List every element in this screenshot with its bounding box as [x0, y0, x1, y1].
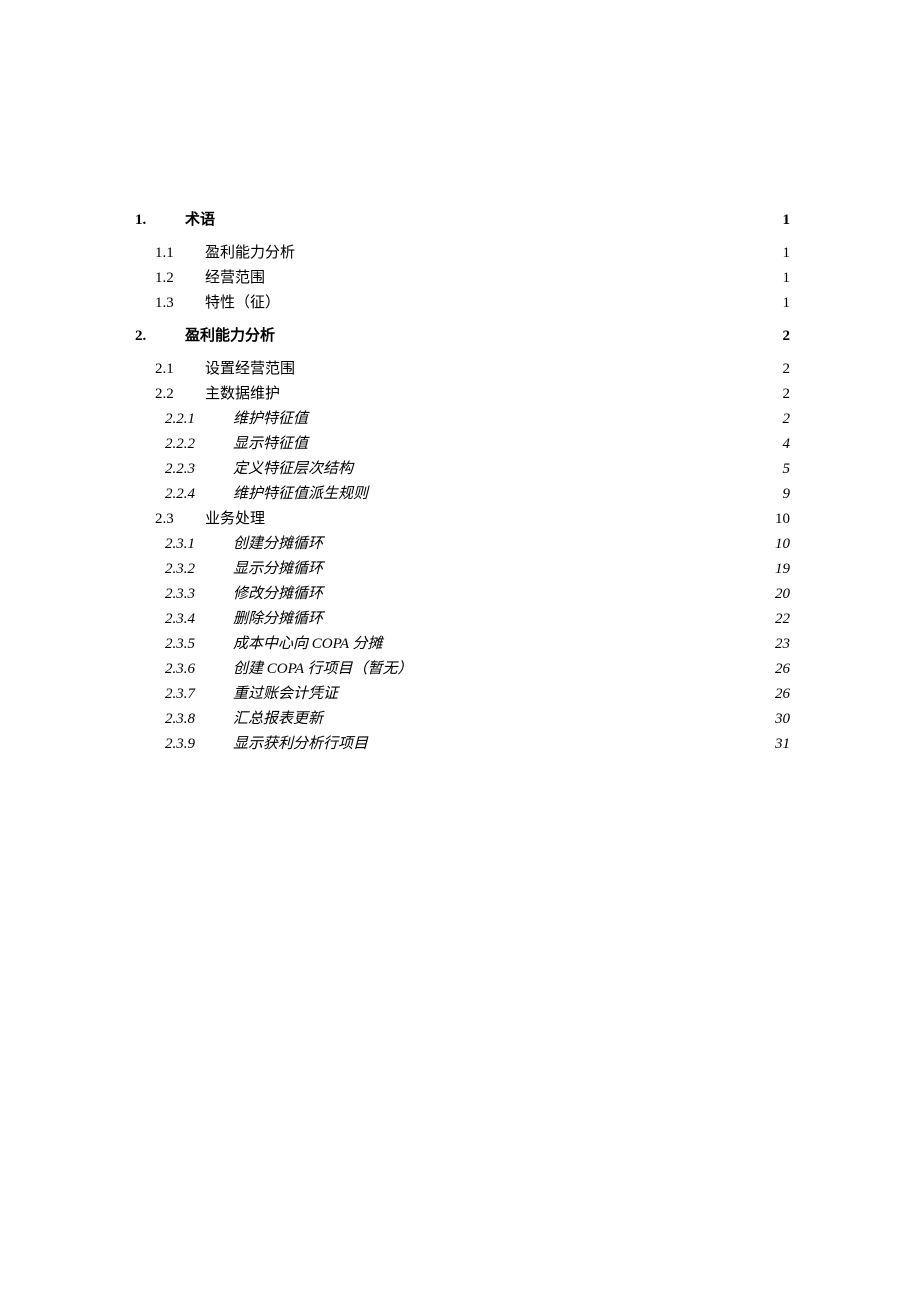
toc-page-number: 5 [778, 457, 790, 482]
toc-page-number: 19 [775, 557, 790, 582]
toc-page-number: 2 [778, 357, 790, 382]
toc-entry[interactable]: 2.1设置经营范围 2 [155, 357, 790, 382]
toc-title: 创建 COPA 行项目（暂无） [233, 657, 412, 682]
toc-entry[interactable]: 2.3.6创建 COPA 行项目（暂无） 26 [165, 657, 790, 682]
toc-entry[interactable]: 2.3.2显示分摊循环 19 [165, 557, 790, 582]
toc-title: 定义特征层次结构 [233, 457, 353, 482]
toc-entry[interactable]: 2.盈利能力分析 2 [135, 324, 790, 349]
toc-title: 特性（征） [205, 291, 280, 316]
toc-number: 2.3.1 [165, 532, 233, 557]
toc-number: 2.3.6 [165, 657, 233, 682]
toc-number: 2.3.8 [165, 707, 233, 732]
toc-page-number: 23 [775, 632, 790, 657]
toc-entry[interactable]: 2.2.1维护特征值 2 [165, 407, 790, 432]
toc-entry[interactable]: 1.3特性（征） 1 [155, 291, 790, 316]
toc-entry[interactable]: 2.2.4维护特征值派生规则 9 [165, 482, 790, 507]
toc-entry[interactable]: 2.3.5成本中心向 COPA 分摊 23 [165, 632, 790, 657]
toc-title: 删除分摊循环 [233, 607, 323, 632]
toc-title: 盈利能力分析 [205, 241, 295, 266]
toc-page-number: 1 [778, 241, 790, 266]
toc-title: 设置经营范围 [205, 357, 295, 382]
toc-page-number: 2 [778, 407, 790, 432]
toc-entry[interactable]: 2.3.9显示获利分析行项目 31 [165, 732, 790, 757]
toc-number: 2.3 [155, 507, 205, 532]
toc-page-number: 26 [775, 657, 790, 682]
toc-title: 显示分摊循环 [233, 557, 323, 582]
toc-entry[interactable]: 2.3.1创建分摊循环 10 [165, 532, 790, 557]
toc-page-number: 10 [775, 532, 790, 557]
toc-number: 1.1 [155, 241, 205, 266]
toc-page-number: 2 [778, 324, 790, 349]
toc-entry[interactable]: 2.3.8汇总报表更新 30 [165, 707, 790, 732]
toc-number: 2.2.2 [165, 432, 233, 457]
toc-number: 2.1 [155, 357, 205, 382]
table-of-contents: 1.术语11.1盈利能力分析11.2经营范围11.3特性（征）12.盈利能力分析… [135, 208, 790, 757]
toc-number: 2.3.9 [165, 732, 233, 757]
toc-page-number: 26 [775, 682, 790, 707]
toc-number: 1.2 [155, 266, 205, 291]
toc-entry[interactable]: 2.3.3修改分摊循环 20 [165, 582, 790, 607]
toc-title: 盈利能力分析 [185, 324, 275, 349]
toc-page-number: 1 [778, 208, 790, 233]
toc-title: 术语 [185, 208, 215, 233]
toc-entry[interactable]: 1.2经营范围 1 [155, 266, 790, 291]
toc-number: 2.2.4 [165, 482, 233, 507]
toc-entry[interactable]: 1.术语 1 [135, 208, 790, 233]
toc-number: 2.2 [155, 382, 205, 407]
toc-number: 2.3.2 [165, 557, 233, 582]
toc-title: 显示获利分析行项目 [233, 732, 368, 757]
toc-title: 业务处理 [205, 507, 265, 532]
toc-number: 1.3 [155, 291, 205, 316]
toc-title: 主数据维护 [205, 382, 280, 407]
toc-title: 汇总报表更新 [233, 707, 323, 732]
toc-page-number: 20 [775, 582, 790, 607]
toc-title: 显示特征值 [233, 432, 308, 457]
toc-entry[interactable]: 2.2.3定义特征层次结构 5 [165, 457, 790, 482]
toc-entry[interactable]: 2.3业务处理 10 [155, 507, 790, 532]
toc-number: 2.3.4 [165, 607, 233, 632]
toc-page-number: 10 [775, 507, 790, 532]
toc-number: 2. [135, 324, 185, 349]
toc-entry[interactable]: 2.3.4删除分摊循环 22 [165, 607, 790, 632]
toc-number: 2.3.7 [165, 682, 233, 707]
toc-title: 重过账会计凭证 [233, 682, 338, 707]
toc-number: 2.3.3 [165, 582, 233, 607]
toc-title: 修改分摊循环 [233, 582, 323, 607]
toc-title: 创建分摊循环 [233, 532, 323, 557]
toc-page-number: 31 [775, 732, 790, 757]
toc-entry[interactable]: 2.2主数据维护 2 [155, 382, 790, 407]
toc-entry[interactable]: 2.3.7重过账会计凭证 26 [165, 682, 790, 707]
toc-page-number: 1 [778, 266, 790, 291]
toc-number: 1. [135, 208, 185, 233]
toc-title: 成本中心向 COPA 分摊 [233, 632, 382, 657]
toc-title: 经营范围 [205, 266, 265, 291]
toc-title: 维护特征值派生规则 [233, 482, 368, 507]
toc-page-number: 22 [775, 607, 790, 632]
toc-entry[interactable]: 2.2.2显示特征值 4 [165, 432, 790, 457]
toc-entry[interactable]: 1.1盈利能力分析 1 [155, 241, 790, 266]
toc-page-number: 30 [775, 707, 790, 732]
toc-page-number: 2 [778, 382, 790, 407]
toc-page-number: 9 [778, 482, 790, 507]
toc-number: 2.3.5 [165, 632, 233, 657]
toc-number: 2.2.1 [165, 407, 233, 432]
toc-title: 维护特征值 [233, 407, 308, 432]
toc-page-number: 1 [778, 291, 790, 316]
toc-number: 2.2.3 [165, 457, 233, 482]
toc-page-number: 4 [778, 432, 790, 457]
